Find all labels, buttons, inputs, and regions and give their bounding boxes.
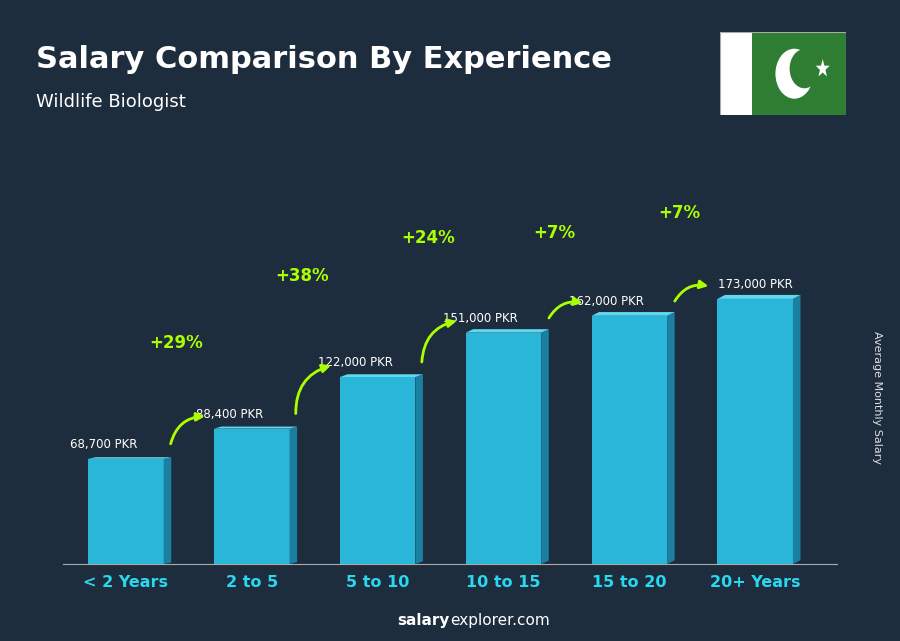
Polygon shape bbox=[815, 59, 830, 76]
Polygon shape bbox=[164, 457, 171, 564]
Text: explorer.com: explorer.com bbox=[450, 613, 550, 628]
Text: 88,400 PKR: 88,400 PKR bbox=[195, 408, 263, 421]
Text: Salary Comparison By Experience: Salary Comparison By Experience bbox=[36, 45, 612, 74]
Polygon shape bbox=[591, 312, 675, 316]
Bar bbox=[752, 32, 846, 115]
Text: salary: salary bbox=[398, 613, 450, 628]
Text: 162,000 PKR: 162,000 PKR bbox=[570, 295, 644, 308]
Bar bbox=[717, 299, 793, 564]
Polygon shape bbox=[541, 329, 549, 564]
Circle shape bbox=[776, 49, 814, 99]
Text: 173,000 PKR: 173,000 PKR bbox=[718, 278, 793, 291]
Polygon shape bbox=[465, 329, 549, 333]
Text: +7%: +7% bbox=[533, 224, 575, 242]
Polygon shape bbox=[88, 457, 171, 459]
Text: Wildlife Biologist: Wildlife Biologist bbox=[36, 93, 185, 111]
Bar bbox=[465, 333, 541, 564]
Polygon shape bbox=[717, 295, 800, 299]
Bar bbox=[720, 32, 751, 115]
Bar bbox=[340, 377, 416, 564]
Polygon shape bbox=[416, 374, 423, 564]
Polygon shape bbox=[793, 295, 800, 564]
Text: +38%: +38% bbox=[275, 267, 328, 285]
Bar bbox=[591, 316, 667, 564]
Text: 68,700 PKR: 68,700 PKR bbox=[69, 438, 137, 451]
Text: 151,000 PKR: 151,000 PKR bbox=[444, 312, 518, 325]
Polygon shape bbox=[667, 312, 675, 564]
Bar bbox=[214, 429, 290, 564]
Text: +24%: +24% bbox=[401, 229, 454, 247]
Text: Average Monthly Salary: Average Monthly Salary bbox=[872, 331, 883, 464]
Text: +29%: +29% bbox=[149, 334, 203, 352]
Text: 122,000 PKR: 122,000 PKR bbox=[318, 356, 392, 369]
Text: +7%: +7% bbox=[659, 204, 701, 222]
Polygon shape bbox=[340, 374, 423, 377]
Polygon shape bbox=[290, 426, 297, 564]
Polygon shape bbox=[214, 426, 297, 429]
Bar bbox=[88, 459, 164, 564]
Circle shape bbox=[789, 49, 819, 88]
